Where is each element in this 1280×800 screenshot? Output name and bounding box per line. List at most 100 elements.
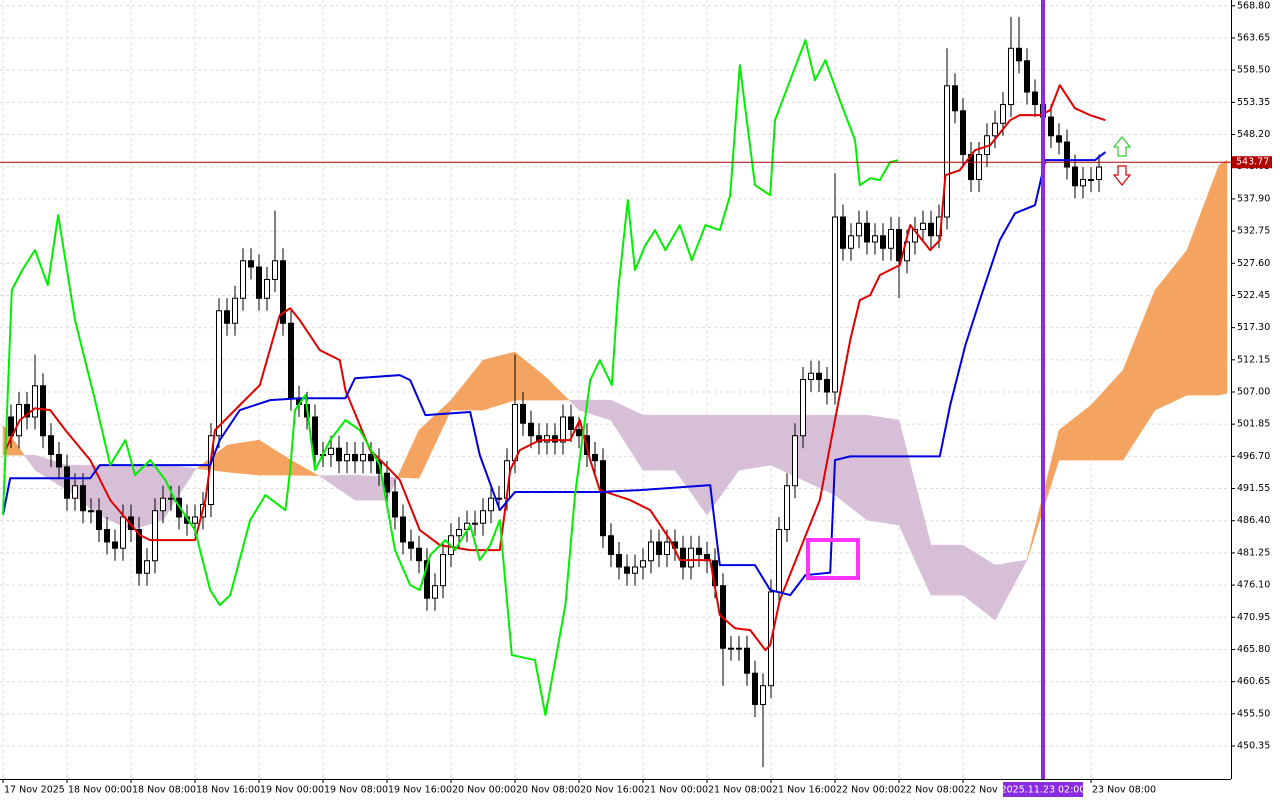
y-tick-label: 517.30 [1237, 322, 1270, 333]
candle-body [152, 510, 158, 562]
candle-body [280, 260, 286, 324]
candle-body [656, 541, 662, 555]
candle-body [1072, 166, 1078, 187]
y-tick-label: 450.35 [1237, 741, 1270, 752]
candle-body [160, 497, 166, 512]
candle-body [1000, 104, 1006, 124]
candle-body [568, 416, 574, 430]
candle-body [240, 260, 246, 299]
candle-body [824, 379, 830, 393]
candle-body [888, 229, 894, 249]
candle-body [592, 453, 598, 462]
candle-body [808, 372, 814, 381]
candle-body [216, 310, 222, 437]
candle-body [896, 229, 902, 262]
candle-body [1024, 60, 1030, 93]
candle-body [752, 672, 758, 705]
x-tick-label: 19 Nov 08:00 [324, 785, 388, 796]
price-label: 543.77 [1236, 157, 1269, 168]
y-tick-label: 460.65 [1237, 676, 1270, 687]
x-tick-label: 19 Nov 00:00 [260, 785, 324, 796]
candle-body [232, 297, 238, 324]
x-tick-label: 18 Nov 08:00 [132, 785, 196, 796]
cloud-segment [194, 467, 198, 471]
candle-body [1064, 141, 1070, 168]
x-tick-label: 21 Nov 00:00 [644, 785, 708, 796]
x-tick-label: 18 Nov 00:00 [68, 785, 132, 796]
candle-body [664, 541, 670, 555]
candle-body [488, 497, 494, 512]
candle-body [1080, 179, 1086, 187]
candle-body [40, 385, 46, 437]
candle-body [544, 435, 550, 443]
candle-body [32, 385, 38, 418]
candle-body [696, 547, 702, 555]
y-tick-label: 563.65 [1237, 32, 1270, 43]
candle-body [880, 235, 886, 249]
candle-body [600, 460, 606, 537]
candle-body [408, 541, 414, 549]
grid-layer [0, 0, 1231, 779]
candle-body [136, 528, 142, 574]
cloud-segment [642, 414, 676, 471]
candle-body [328, 447, 334, 455]
y-tick-label: 491.55 [1237, 483, 1270, 494]
candle-body [848, 235, 854, 249]
candle-body [344, 453, 350, 462]
buy-arrow [1112, 136, 1132, 157]
y-tick-label: 470.95 [1237, 612, 1270, 623]
x-tick-label: 19 Nov 16:00 [388, 785, 452, 796]
candle-body [776, 528, 782, 593]
candle-body [456, 528, 462, 537]
candle-body [784, 485, 790, 530]
x-tick-label: 22 Nov 16:00 [964, 785, 1028, 796]
candle-body [512, 403, 518, 462]
candle-body [960, 110, 966, 156]
candle-body [168, 497, 174, 500]
candle-body [944, 85, 950, 218]
indicator-line [2, 151, 1107, 597]
candle-body [352, 453, 358, 462]
candle-body [256, 266, 262, 299]
candle-body [1016, 47, 1022, 62]
candle-body [24, 403, 30, 418]
candle-body [360, 453, 366, 462]
candle-body [288, 322, 294, 399]
crosshair-label: 2025.11.23 02:00 [1001, 785, 1086, 796]
cloud-segment [482, 351, 516, 411]
y-tick-label: 512.15 [1237, 354, 1270, 365]
candle-body [904, 241, 910, 262]
candle-body [992, 122, 998, 137]
x-tick-label: 21 Nov 08:00 [708, 785, 772, 796]
candle-body [392, 491, 398, 518]
candle-body [8, 416, 14, 437]
candle-body [64, 466, 70, 499]
x-tick-label: 20 Nov 00:00 [452, 785, 516, 796]
x-tick-label: 17 Nov 2025 [4, 785, 65, 796]
candle-body [800, 379, 806, 437]
y-tick-label: 532.75 [1237, 226, 1270, 237]
candle-body [744, 647, 750, 674]
candle-body [952, 85, 958, 112]
candle-body [616, 553, 622, 568]
candle-body [536, 435, 542, 443]
candle-body [480, 510, 486, 524]
y-tick-label: 527.60 [1237, 258, 1270, 269]
candle-body [144, 560, 150, 574]
candle-body [792, 435, 798, 487]
candle-body [224, 310, 230, 324]
cloud-segment [1218, 159, 1228, 396]
candle-body [632, 566, 638, 574]
x-tick-label: 23 Nov 08:00 [1092, 785, 1156, 796]
y-tick-label: 465.80 [1237, 644, 1270, 655]
y-tick-label: 507.00 [1237, 386, 1270, 397]
x-tick-label: 20 Nov 16:00 [580, 785, 644, 796]
candle-body [832, 216, 838, 393]
candle-body [96, 510, 102, 530]
x-tick-label: 20 Nov 08:00 [516, 785, 580, 796]
candle-body [416, 547, 422, 562]
